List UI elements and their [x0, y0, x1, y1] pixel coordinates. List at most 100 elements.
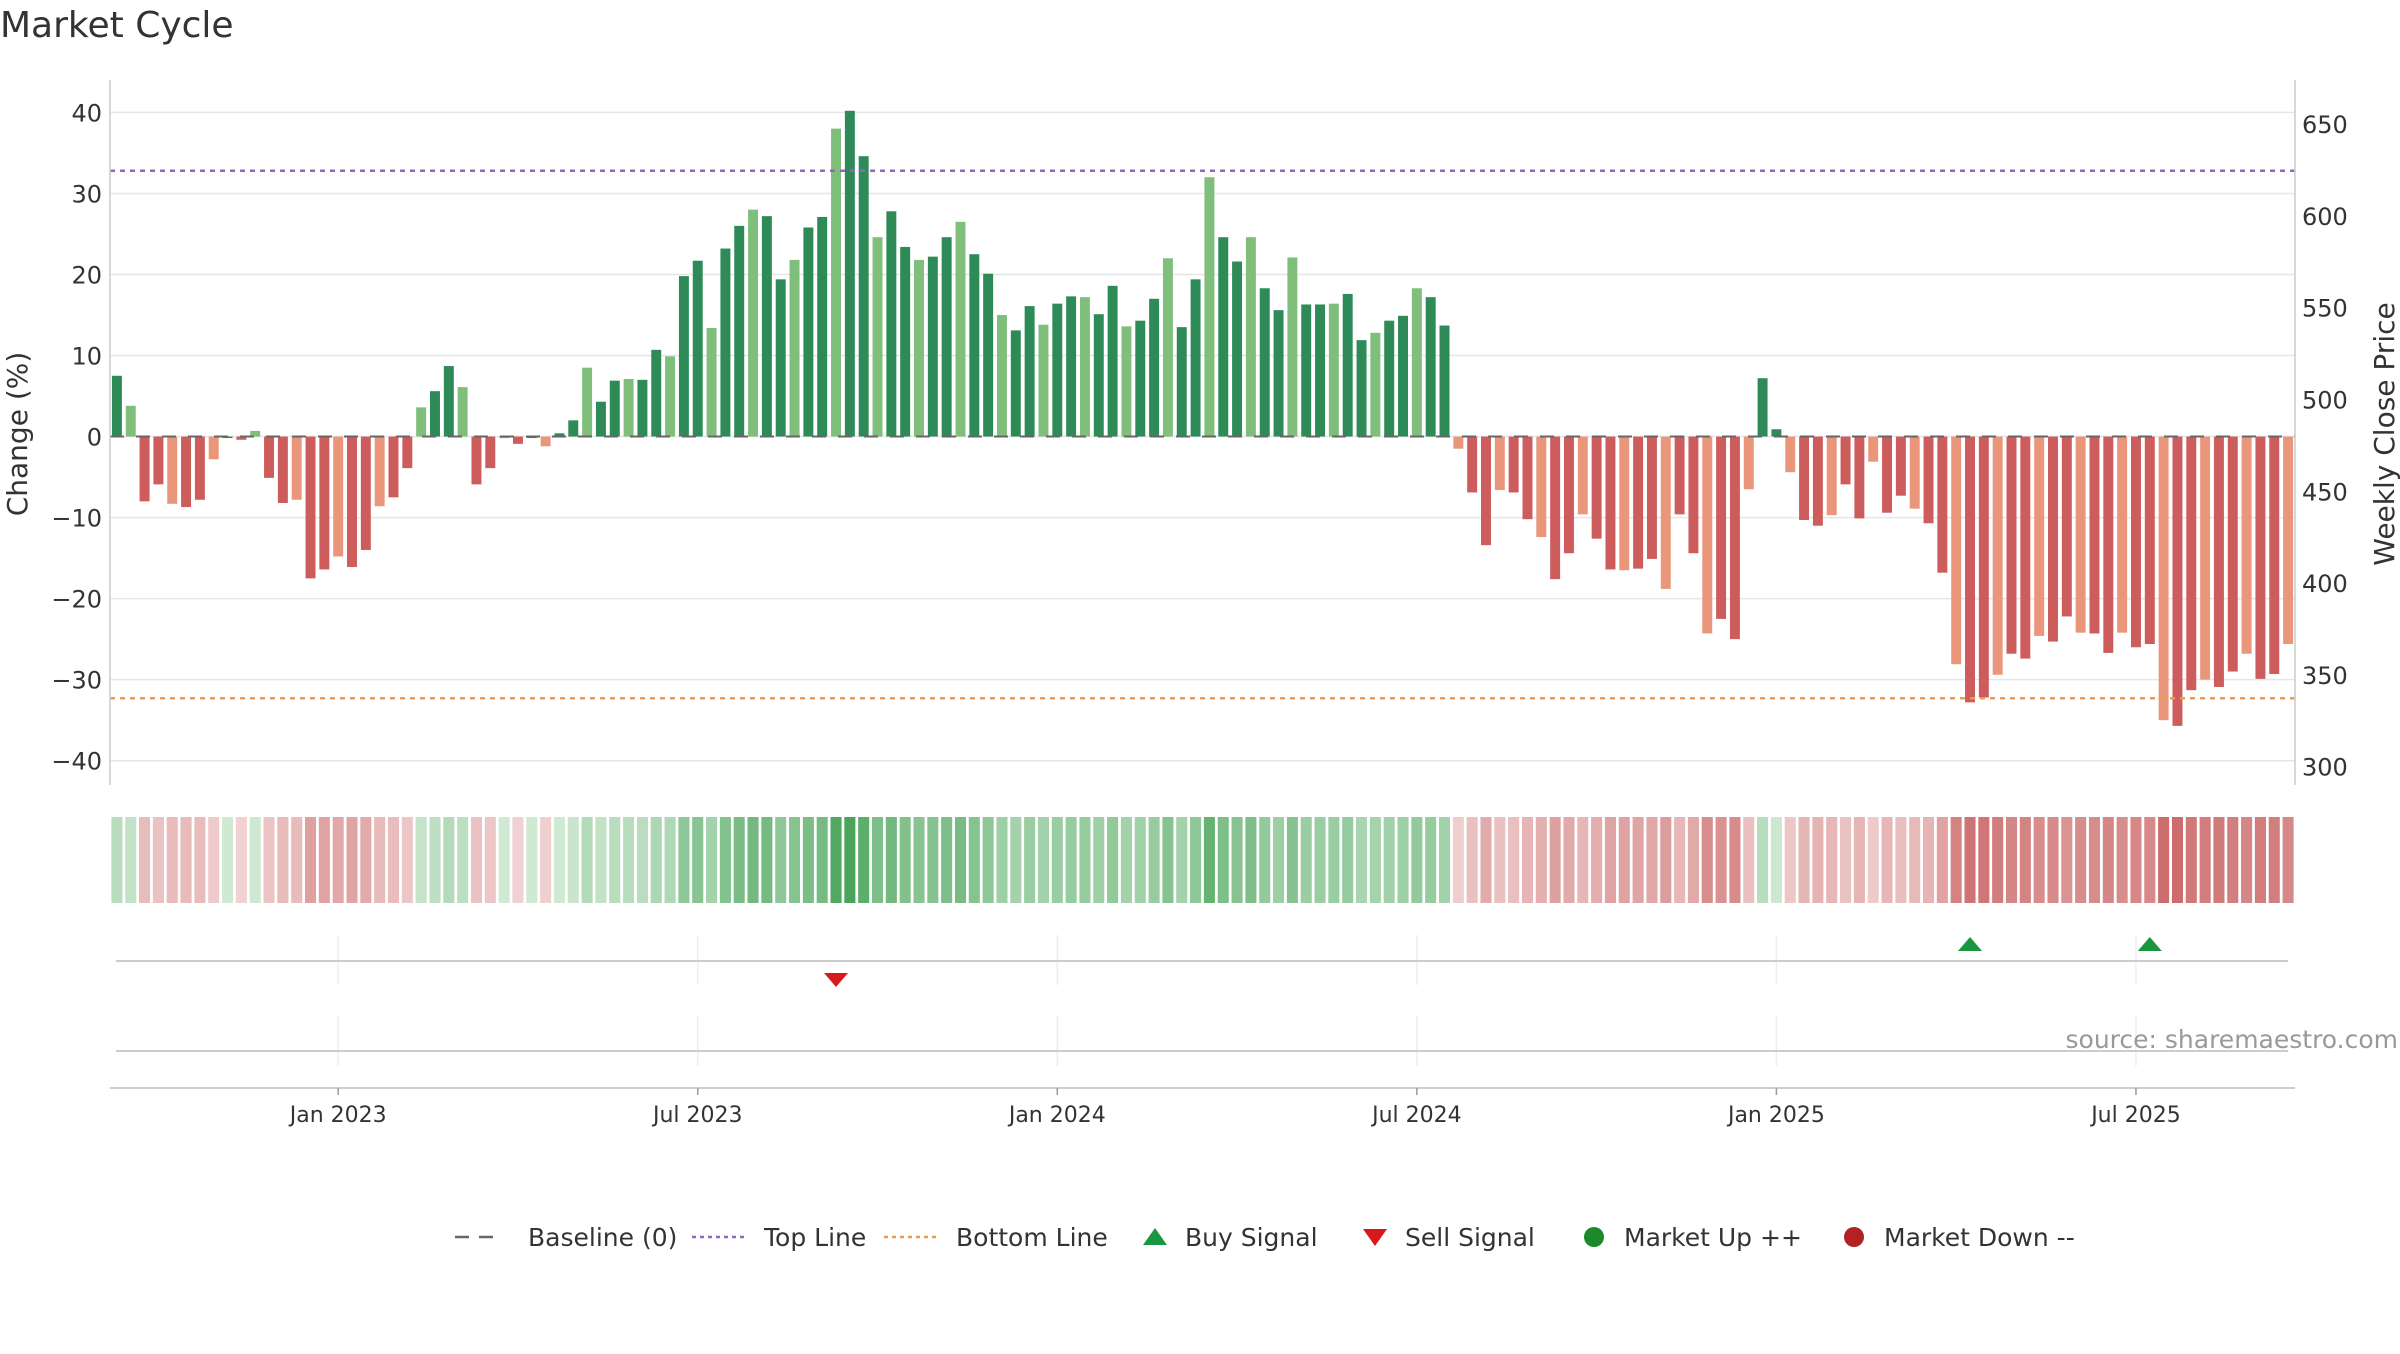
bar: [236, 436, 247, 440]
bar: [1826, 436, 1837, 516]
bar: [969, 254, 980, 437]
bar: [2130, 436, 2141, 648]
bar: [2034, 436, 2045, 636]
legend-label: Sell Signal: [1405, 1223, 1535, 1252]
bar: [305, 436, 316, 579]
bar: [1287, 257, 1298, 437]
strip-cell: [304, 817, 317, 903]
bar: [748, 209, 759, 437]
strip-cell: [2227, 817, 2239, 903]
bar: [2089, 436, 2100, 634]
bar: [2061, 436, 2072, 617]
axes-layer: 40 30 20 10 0 −10 −20 −30 −40 650 600 550 500 450 400 3…: [51, 80, 2348, 785]
bar: [858, 156, 869, 437]
strip-cell: [1010, 817, 1022, 903]
bar: [1411, 288, 1422, 437]
strip-cell: [1715, 817, 1727, 903]
strip-cell: [540, 817, 552, 903]
reference-lines-layer: [110, 169, 2295, 700]
bar: [1508, 436, 1519, 493]
strip-cell: [2213, 817, 2225, 903]
strip-cell: [2254, 817, 2266, 903]
bar: [568, 420, 579, 437]
strip-cell: [913, 817, 925, 903]
strip-cell: [885, 817, 897, 903]
bar: [1909, 436, 1920, 509]
bar: [2255, 436, 2266, 679]
bar: [167, 436, 178, 504]
strip-cell: [1079, 817, 1091, 903]
signal-panel: [116, 935, 2288, 1066]
bar: [1245, 237, 1256, 437]
bar: [1674, 436, 1685, 515]
strip-cell: [2033, 817, 2045, 903]
buy-signal-marker: [1958, 937, 1983, 951]
x-axis: Jan 2023 Jul 2023 Jan 2024 Jul 2024 Jan 2025…: [110, 1087, 2295, 1128]
bar: [1646, 436, 1657, 559]
legend-swatch-circle: [1584, 1227, 1604, 1247]
bar: [457, 387, 468, 437]
strip-cell: [1646, 817, 1658, 903]
strip-cell: [1604, 817, 1616, 903]
strip-cell: [706, 817, 718, 903]
chart-title: Market Cycle: [0, 5, 234, 46]
strip-cell: [1992, 817, 2004, 903]
strip-cell: [1356, 817, 1368, 903]
bar: [430, 391, 440, 437]
strip-cell: [318, 817, 330, 903]
bar: [2213, 436, 2224, 687]
strip-cell: [996, 817, 1008, 903]
bar: [1591, 436, 1602, 539]
bar: [1799, 436, 1810, 521]
strip-cell: [443, 817, 455, 903]
bar: [831, 128, 842, 437]
bar: [996, 315, 1007, 437]
strip-cell: [595, 817, 607, 903]
bar: [1771, 429, 1782, 437]
legend-swatch-triangle-down: [1363, 1229, 1387, 1246]
bar: [1702, 436, 1713, 634]
strip-cell: [2282, 817, 2294, 903]
strip-cell: [484, 817, 496, 903]
bar: [1259, 288, 1270, 437]
strip-cell: [2241, 817, 2253, 903]
bar: [554, 433, 565, 437]
bar: [1481, 436, 1491, 546]
y2-tick-label: 300: [2302, 754, 2348, 782]
strip-cell: [1521, 817, 1534, 903]
strip-cell: [1328, 817, 1340, 903]
strip-cell: [830, 817, 842, 903]
strip-cell: [1245, 817, 1257, 903]
bar: [125, 405, 136, 437]
bar: [2075, 436, 2086, 633]
strip-cell: [2047, 817, 2059, 903]
strip-cell: [2102, 817, 2114, 903]
bar: [955, 221, 966, 437]
strip-cell: [899, 817, 911, 903]
bar: [983, 273, 994, 437]
strip-cell: [180, 817, 192, 903]
strip-cell: [1936, 817, 1948, 903]
strip-cell: [1687, 817, 1699, 903]
strip-cell: [1674, 817, 1686, 903]
bar: [1550, 436, 1561, 580]
legend-label: Market Up ++: [1624, 1223, 1802, 1252]
strip-cell: [1535, 817, 1547, 903]
bar: [388, 436, 399, 498]
bar: [264, 436, 275, 478]
strip-cell: [802, 817, 814, 903]
strip-cell: [1342, 817, 1354, 903]
legend-item: Bottom Line: [884, 1223, 1108, 1252]
bar: [471, 436, 482, 485]
y-tick-label: 10: [71, 343, 102, 371]
bar: [1162, 258, 1173, 437]
bar: [1577, 436, 1588, 515]
strip-cell: [1397, 817, 1409, 903]
bar: [1812, 436, 1823, 526]
bar: [208, 436, 219, 460]
legend-label: Market Down --: [1884, 1223, 2075, 1252]
bar: [817, 216, 828, 437]
sell-signal-marker: [824, 973, 849, 987]
bar: [1840, 436, 1851, 485]
bar: [181, 436, 192, 508]
